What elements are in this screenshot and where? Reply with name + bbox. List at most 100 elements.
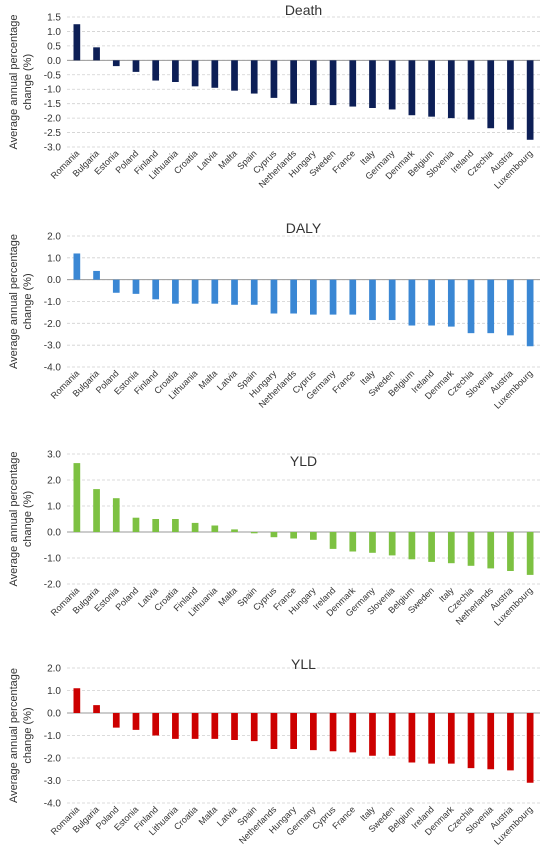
panel-death: 1.51.00.50.0-0.5-1.0-1.5-2.0-2.5-3.0Roma… bbox=[8, 2, 540, 191]
panel-yll: 2.01.00.0-1.0-2.0-3.0-4.0RomaniaBulgaria… bbox=[8, 656, 540, 847]
bar-hungary bbox=[310, 60, 317, 106]
bar-croatia bbox=[172, 279, 179, 304]
x-tick-label: Malta bbox=[216, 148, 239, 171]
y-tick-label: -2.0 bbox=[44, 114, 62, 125]
bar-poland bbox=[132, 60, 140, 72]
bar-latvia bbox=[152, 519, 160, 532]
y-tick-label: 1.5 bbox=[47, 13, 61, 24]
bar-estonia bbox=[112, 498, 120, 532]
bar-finland bbox=[191, 522, 199, 532]
bar-croatia bbox=[172, 519, 179, 532]
bar-bulgaria bbox=[93, 270, 100, 280]
y-tick-label: 0.0 bbox=[47, 275, 61, 286]
y-tick-label: 0.0 bbox=[47, 56, 61, 67]
bar-lithuania bbox=[172, 60, 179, 82]
bar-france bbox=[349, 60, 357, 107]
bar-belgium bbox=[408, 713, 416, 763]
bar-finland bbox=[152, 279, 160, 300]
bar-estonia bbox=[132, 713, 140, 730]
y-tick-label: -0.5 bbox=[44, 70, 62, 81]
x-tick-label: Latvia bbox=[215, 804, 239, 828]
bar-netherlands bbox=[290, 279, 297, 314]
bar-austria bbox=[507, 60, 514, 130]
bar-finland bbox=[152, 713, 160, 736]
bar-italy bbox=[369, 279, 376, 321]
y-tick-label: -2.5 bbox=[44, 128, 62, 139]
bar-czechia bbox=[467, 713, 475, 769]
bar-romania bbox=[73, 24, 81, 61]
bar-cyprus bbox=[310, 279, 317, 315]
bar-poland bbox=[112, 279, 120, 293]
bar-croatia bbox=[191, 713, 199, 739]
bar-belgium bbox=[428, 60, 435, 117]
bar-denmark bbox=[349, 532, 357, 552]
y-tick-label: -1.0 bbox=[44, 297, 62, 308]
y-tick-label: -3.0 bbox=[44, 341, 62, 352]
bar-sweden bbox=[428, 532, 435, 562]
bar-austria bbox=[507, 713, 514, 771]
bar-spain bbox=[250, 60, 258, 94]
chart-title: Death bbox=[285, 2, 322, 18]
bar-netherlands bbox=[270, 713, 278, 749]
bar-estonia bbox=[112, 60, 120, 67]
bar-poland bbox=[112, 713, 120, 728]
y-axis-label: Average annual percentage bbox=[8, 15, 20, 150]
bar-italy bbox=[369, 713, 376, 756]
bar-croatia bbox=[191, 60, 199, 87]
bar-ireland bbox=[467, 60, 475, 120]
y-tick-label: -3.0 bbox=[44, 143, 62, 154]
bar-latvia bbox=[211, 60, 219, 88]
bar-cyprus bbox=[329, 713, 337, 752]
bar-denmark bbox=[447, 279, 455, 327]
y-axis-label: Average annual percentage bbox=[8, 668, 20, 803]
bar-germany bbox=[329, 279, 337, 315]
y-tick-label: 2.0 bbox=[47, 476, 61, 487]
y-tick-label: 1.0 bbox=[47, 686, 61, 697]
bar-denmark bbox=[408, 60, 416, 116]
bar-romania bbox=[73, 463, 81, 532]
y-axis-label: change (%) bbox=[22, 707, 34, 763]
y-tick-label: -3.0 bbox=[44, 776, 62, 787]
bar-sweden bbox=[329, 60, 337, 106]
x-tick-label: Latvia bbox=[195, 148, 219, 172]
bar-belgium bbox=[408, 279, 416, 326]
bar-austria bbox=[507, 532, 514, 571]
bar-slovenia bbox=[388, 532, 396, 556]
bar-italy bbox=[369, 60, 376, 108]
y-tick-label: -2.0 bbox=[44, 319, 62, 330]
bar-hungary bbox=[310, 532, 317, 540]
bar-czechia bbox=[467, 279, 475, 334]
chart-title: YLL bbox=[291, 656, 316, 672]
bar-cyprus bbox=[270, 60, 278, 98]
bar-lithuania bbox=[172, 713, 179, 739]
bar-italy bbox=[447, 532, 455, 564]
bar-malta bbox=[211, 713, 219, 739]
bar-lithuania bbox=[191, 279, 199, 304]
bar-lithuania bbox=[211, 525, 219, 532]
panel-daly: 2.01.00.0-1.0-2.0-3.0-4.0RomaniaBulgaria… bbox=[8, 220, 540, 411]
y-tick-label: 2.0 bbox=[47, 664, 61, 675]
y-tick-label: -1.0 bbox=[44, 731, 62, 742]
bar-denmark bbox=[447, 713, 455, 764]
y-tick-label: 1.0 bbox=[47, 253, 61, 264]
bar-france bbox=[290, 532, 297, 539]
bar-hungary bbox=[270, 279, 278, 314]
y-tick-label: -1.0 bbox=[44, 554, 62, 565]
bar-latvia bbox=[231, 713, 238, 740]
bar-bulgaria bbox=[93, 47, 100, 61]
y-tick-label: -2.0 bbox=[44, 580, 62, 591]
bar-luxembourg bbox=[526, 713, 534, 783]
bar-slovenia bbox=[447, 60, 455, 119]
y-axis-label: change (%) bbox=[22, 273, 34, 329]
chart-title: YLD bbox=[290, 453, 317, 469]
y-tick-label: 1.0 bbox=[47, 502, 61, 513]
y-tick-label: 0.0 bbox=[47, 709, 61, 720]
bar-malta bbox=[231, 60, 238, 91]
x-tick-label: Latvia bbox=[215, 368, 239, 392]
bar-luxembourg bbox=[526, 60, 534, 140]
bar-latvia bbox=[231, 279, 238, 305]
y-axis-label: change (%) bbox=[22, 54, 34, 110]
bar-hungary bbox=[290, 713, 297, 749]
y-tick-label: 2.0 bbox=[47, 232, 61, 243]
